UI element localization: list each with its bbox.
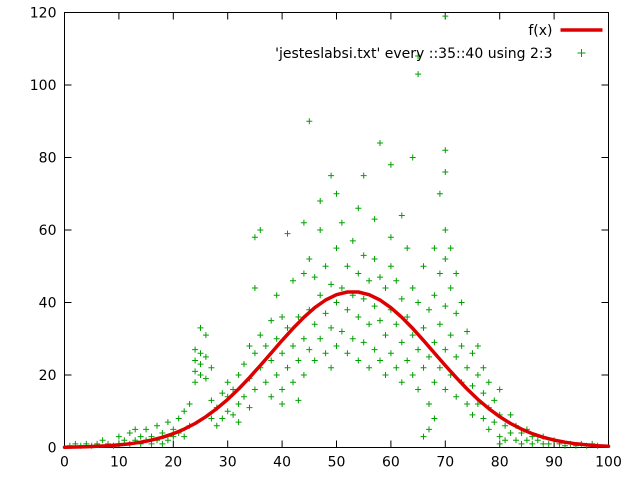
- legend-plus-sample: [577, 49, 586, 57]
- x-tick-label: 20: [164, 455, 182, 471]
- y-tick-label: 120: [30, 6, 57, 22]
- x-tick-label: 0: [60, 455, 69, 471]
- y-tick-label: 80: [39, 151, 57, 167]
- x-tick-label: 60: [382, 455, 400, 471]
- y-tick-label: 100: [30, 78, 57, 94]
- x-tick-label: 30: [219, 455, 237, 471]
- legend-label-fx: f(x): [528, 23, 552, 39]
- legend-label-datafile: 'jesteslabsi.txt' every ::35::40 using 2…: [275, 46, 552, 62]
- function-curve: [62, 290, 611, 449]
- x-tick-label: 50: [328, 455, 346, 471]
- x-tick-label: 100: [595, 455, 622, 471]
- x-tick-label: 90: [545, 455, 563, 471]
- x-tick-label: 80: [491, 455, 509, 471]
- y-tick-label: 0: [48, 441, 57, 457]
- x-tick-label: 70: [436, 455, 454, 471]
- x-tick-label: 40: [273, 455, 291, 471]
- y-tick-label: 20: [39, 368, 57, 384]
- y-tick-label: 60: [39, 223, 57, 239]
- x-tick-label: 10: [110, 455, 128, 471]
- y-tick-label: 40: [39, 296, 57, 312]
